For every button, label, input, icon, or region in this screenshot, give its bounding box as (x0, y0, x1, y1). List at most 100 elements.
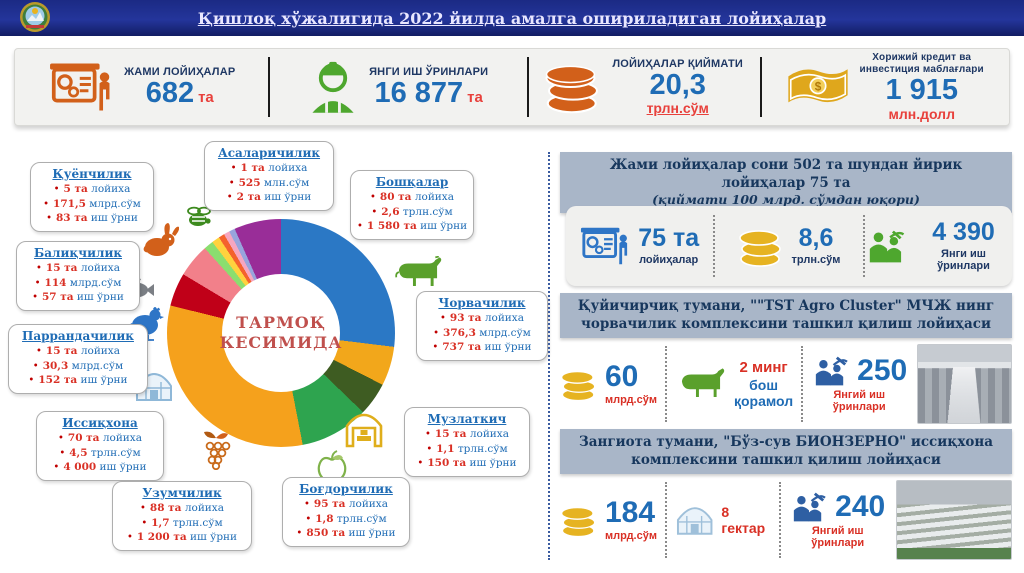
sector-stats: 95 та лойиха1,8 трлн.сўм850 та иш ўрни (289, 497, 403, 541)
callout-bogdorchilik: Боғдорчилик95 та лойиха1,8 трлн.сўм850 т… (282, 477, 410, 547)
kpi-label: ЯНГИ ИШ ЎРИНЛАРИ (369, 65, 489, 78)
sector-title: Боғдорчилик (299, 482, 393, 496)
sector-stat-item: 88 та лойиха (119, 501, 245, 516)
sector-title: Асаларичилик (217, 146, 321, 160)
sector-stat-item: 93 та лойиха (423, 311, 541, 326)
stat-label: Янгий иш ўринлари (832, 389, 886, 413)
sector-title: Иссиқхона (62, 416, 138, 430)
kpi-projects-value: ЛОЙИҲАЛАР ҚИЙМАТИ 20,3 трлн.сўм (526, 49, 761, 125)
stat-value: 4 390 (932, 217, 995, 246)
sector-stats: 15 та лойиха114 млрд.сўм57 та иш ўрни (23, 261, 133, 305)
sector-stat-item: 525 млн.сўм (211, 176, 327, 191)
sector-stat-item: 2 та иш ўрни (211, 190, 327, 205)
sector-stat-item: 4,5 трлн.сўм (43, 446, 157, 461)
big-projects-title: Жами лойиҳалар сони 502 та шундан йирик … (609, 157, 963, 191)
sector-stat-item: 850 та иш ўрни (289, 526, 403, 541)
kpi-unit: трлн.сўм (646, 100, 709, 117)
dotted-separator (801, 346, 804, 422)
stat-value: 240 (835, 490, 886, 523)
sector-stat-item: 1,7 трлн.сўм (119, 516, 245, 531)
bionzerno-project-stats: 184 млрд.сўм 8 гектар 240 (560, 478, 1012, 562)
stat-unit: млрд.сўм (605, 394, 657, 406)
rabbit-icon (143, 223, 179, 256)
cow-icon (395, 256, 442, 286)
callout-quyonchilik: Қуёнчилик5 та лойиха171,5 млрд.сўм83 та … (30, 162, 154, 232)
tst-jobs: 250 Янгий иш ўринлари (811, 355, 907, 413)
kpi-bar: ЖАМИ ЛОЙИҲАЛАР 682 та ЯНГИ ИШ ЎРИНЛАРИ 16… (14, 48, 1010, 126)
sector-stat-item: 737 та иш ўрни (423, 340, 541, 355)
sector-stats: 15 та лойиха30,3 млрд.сўм152 та иш ўрни (15, 344, 141, 388)
stat-label: трлн.сўм (791, 253, 841, 266)
greenhouse-complex-photo (896, 480, 1012, 560)
sector-stat-item: 2,6 трлн.сўм (357, 205, 467, 220)
sector-stat-item: 30,3 млрд.сўм (15, 359, 141, 374)
sector-stat-item: 152 та иш ўрни (15, 373, 141, 388)
coins-icon (560, 506, 596, 538)
kpi-value: 20,3 (649, 68, 706, 101)
sector-stat-item: 15 та лойиха (23, 261, 133, 276)
slide-title-bar: Қишлоқ хўжалигида 2022 йилда амалга ошир… (0, 0, 1024, 36)
kpi-value: 16 877 (374, 76, 464, 109)
stat-projects: 75 та лойиҳалар (566, 215, 713, 277)
presentation-board-icon (581, 227, 628, 265)
bee-icon (187, 206, 211, 226)
sector-stat-item: 1 та лойиха (211, 161, 327, 176)
bionzerno-title-line1: Зангиота тумани, "Бўз-сув БИОНЗЕРНО" исс… (578, 434, 994, 450)
coins-icon (738, 230, 781, 267)
sector-stat-item: 95 та лойиха (289, 497, 403, 512)
sector-stats: 93 та лойиха376,3 млрд.сўм737 та иш ўрни (423, 311, 541, 355)
sector-stat-item: 1 580 та иш ўрни (357, 219, 467, 234)
stat-label: Янгий иш ўринлари (811, 525, 865, 549)
donut-chart: ТАРМОҚ КЕСИМИДА (167, 219, 395, 447)
sector-stats: 5 та лойиха171,5 млрд.сўм83 та иш ўрни (37, 182, 147, 226)
sector-stat-item: 57 та иш ўрни (23, 290, 133, 305)
stat-value: 250 (857, 354, 908, 387)
kpi-new-jobs: ЯНГИ ИШ ЎРИНЛАРИ 16 877 та (268, 49, 526, 125)
dotted-separator (664, 482, 667, 558)
stat-cost: 8,6 трлн.сўм (713, 214, 862, 278)
stat-label: лойиҳалар (639, 253, 699, 266)
sector-stat-item: 1,8 трлн.сўм (289, 512, 403, 527)
kpi-value: 1 915 (885, 74, 959, 107)
workers-icon (869, 230, 904, 263)
sector-title: Балиқчилик (33, 246, 123, 260)
uzbekistan-emblem-icon (20, 2, 50, 32)
donut-center-line2: КЕСИМИДА (219, 333, 343, 352)
cow-icon (681, 368, 725, 397)
worker-icon (312, 61, 354, 113)
sector-stat-item: 70 та лойиха (43, 431, 157, 446)
sector-stat-item: 4 000 иш ўрни (43, 460, 157, 475)
dotted-separator (779, 482, 782, 558)
stat-jobs: 4 390 Янги иш ўринлари (862, 214, 1012, 278)
stat-value: 75 та (638, 223, 700, 252)
miners-icon (815, 356, 848, 386)
kpi-label: Хорижий кредит ва (872, 52, 972, 64)
sector-stat-item: 114 млрд.сўм (23, 276, 133, 291)
cattle-count: 2 минг (739, 359, 788, 377)
kpi-label: ЛОЙИҲАЛАР ҚИЙМАТИ (612, 57, 744, 70)
cattle-word1: бош (749, 376, 778, 393)
tst-project-header: Қуйичирчиқ тумани, ""TST Agro Cluster" М… (560, 293, 1012, 339)
miners-icon (793, 492, 826, 522)
cattle-word2: қорамол (733, 392, 794, 409)
stat-unit: млрд.сўм (605, 530, 657, 542)
callout-baliqchilik: Балиқчилик15 та лойиха114 млрд.сўм57 та … (16, 241, 140, 311)
bionzerno-title-line2: комплексини ташкил қилиш лойиҳаси (631, 451, 941, 468)
bionzerno-project-header: Зангиота тумани, "Бўз-сув БИОНЗЕРНО" исс… (560, 429, 1012, 475)
livestock-complex-photo (917, 344, 1012, 424)
kpi-value: 682 (145, 76, 195, 109)
sector-title: Узумчилик (142, 486, 222, 500)
sector-stat-item: 1,1 трлн.сўм (411, 442, 523, 457)
banknote-icon: $ (787, 69, 848, 103)
sector-stat-item: 1 200 та иш ўрни (119, 530, 245, 545)
vertical-dotted-divider (548, 152, 550, 560)
sector-stat-item: 80 та лойиха (357, 190, 467, 205)
bionzerno-cost: 184 млрд.сўм (560, 498, 657, 542)
donut-center-line1: ТАРМОҚ (236, 313, 326, 332)
sector-title: Чорвачилик (438, 296, 526, 310)
sector-stat-item: 150 та иш ўрни (411, 456, 523, 471)
big-projects-header: Жами лойиҳалар сони 502 та шундан йирик … (560, 152, 1012, 213)
stat-label: Янги иш ўринлари (937, 247, 990, 272)
bionzerno-area: 8 гектар (675, 502, 771, 538)
